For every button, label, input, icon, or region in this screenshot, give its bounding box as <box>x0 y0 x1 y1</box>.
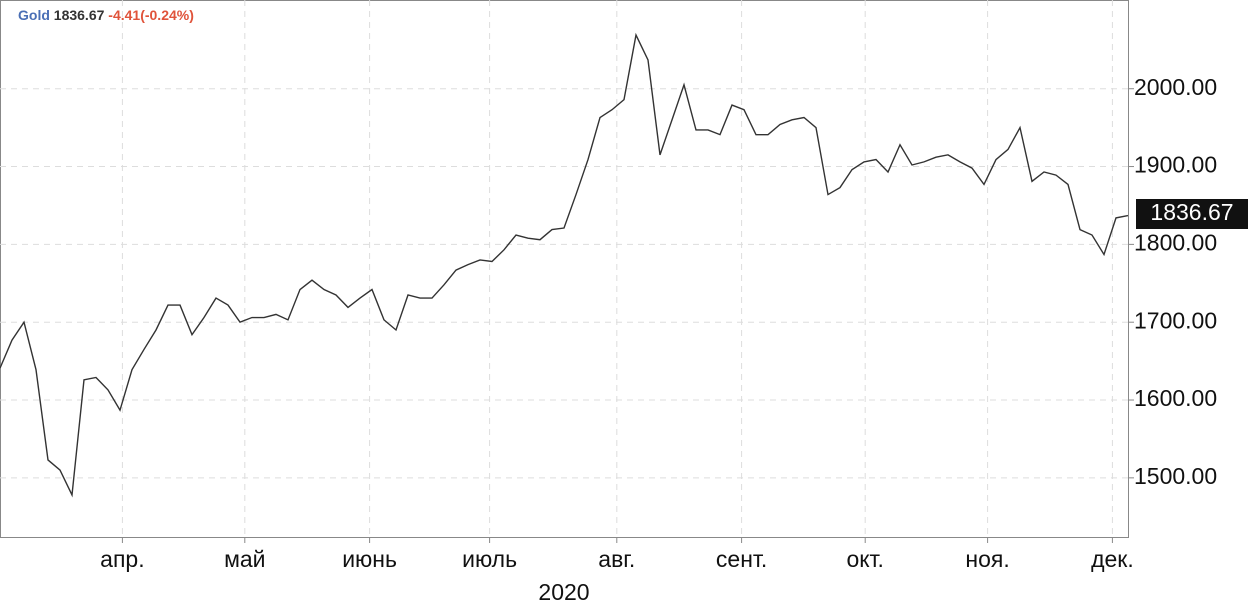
x-tick-label: дек. <box>1091 546 1134 572</box>
header: Gold 1836.67 -4.41(-0.24%) <box>18 7 194 23</box>
y-tick-label: 1500.00 <box>1134 463 1217 489</box>
price-tag-bg <box>1136 199 1248 229</box>
x-tick-label: ноя. <box>965 546 1009 572</box>
x-tick-label: сент. <box>716 546 767 572</box>
y-tick-label: 1700.00 <box>1134 307 1217 333</box>
y-tick-label: 2000.00 <box>1134 74 1217 100</box>
x-tick-label: авг. <box>598 546 635 572</box>
price-line <box>0 32 1129 498</box>
y-tick-label: 1900.00 <box>1134 152 1217 178</box>
marks <box>0 32 1129 498</box>
y-tick-label: 1800.00 <box>1134 229 1217 255</box>
x-axis-label: 2020 <box>538 579 589 605</box>
y-tick-label: 1600.00 <box>1134 385 1217 411</box>
plot-frame <box>0 0 1129 538</box>
grid <box>0 0 1128 537</box>
price: 1836.67 <box>54 7 105 23</box>
change: -4.41(-0.24%) <box>108 7 194 23</box>
x-tick-label: окт. <box>846 546 884 572</box>
price-tag: 1836.67 <box>1150 199 1233 225</box>
x-tick-label: апр. <box>100 546 144 572</box>
x-tick-label: июнь <box>342 546 397 572</box>
x-tick-label: май <box>224 546 265 572</box>
x-tick-label: июль <box>462 546 517 572</box>
symbol: Gold <box>18 7 50 23</box>
